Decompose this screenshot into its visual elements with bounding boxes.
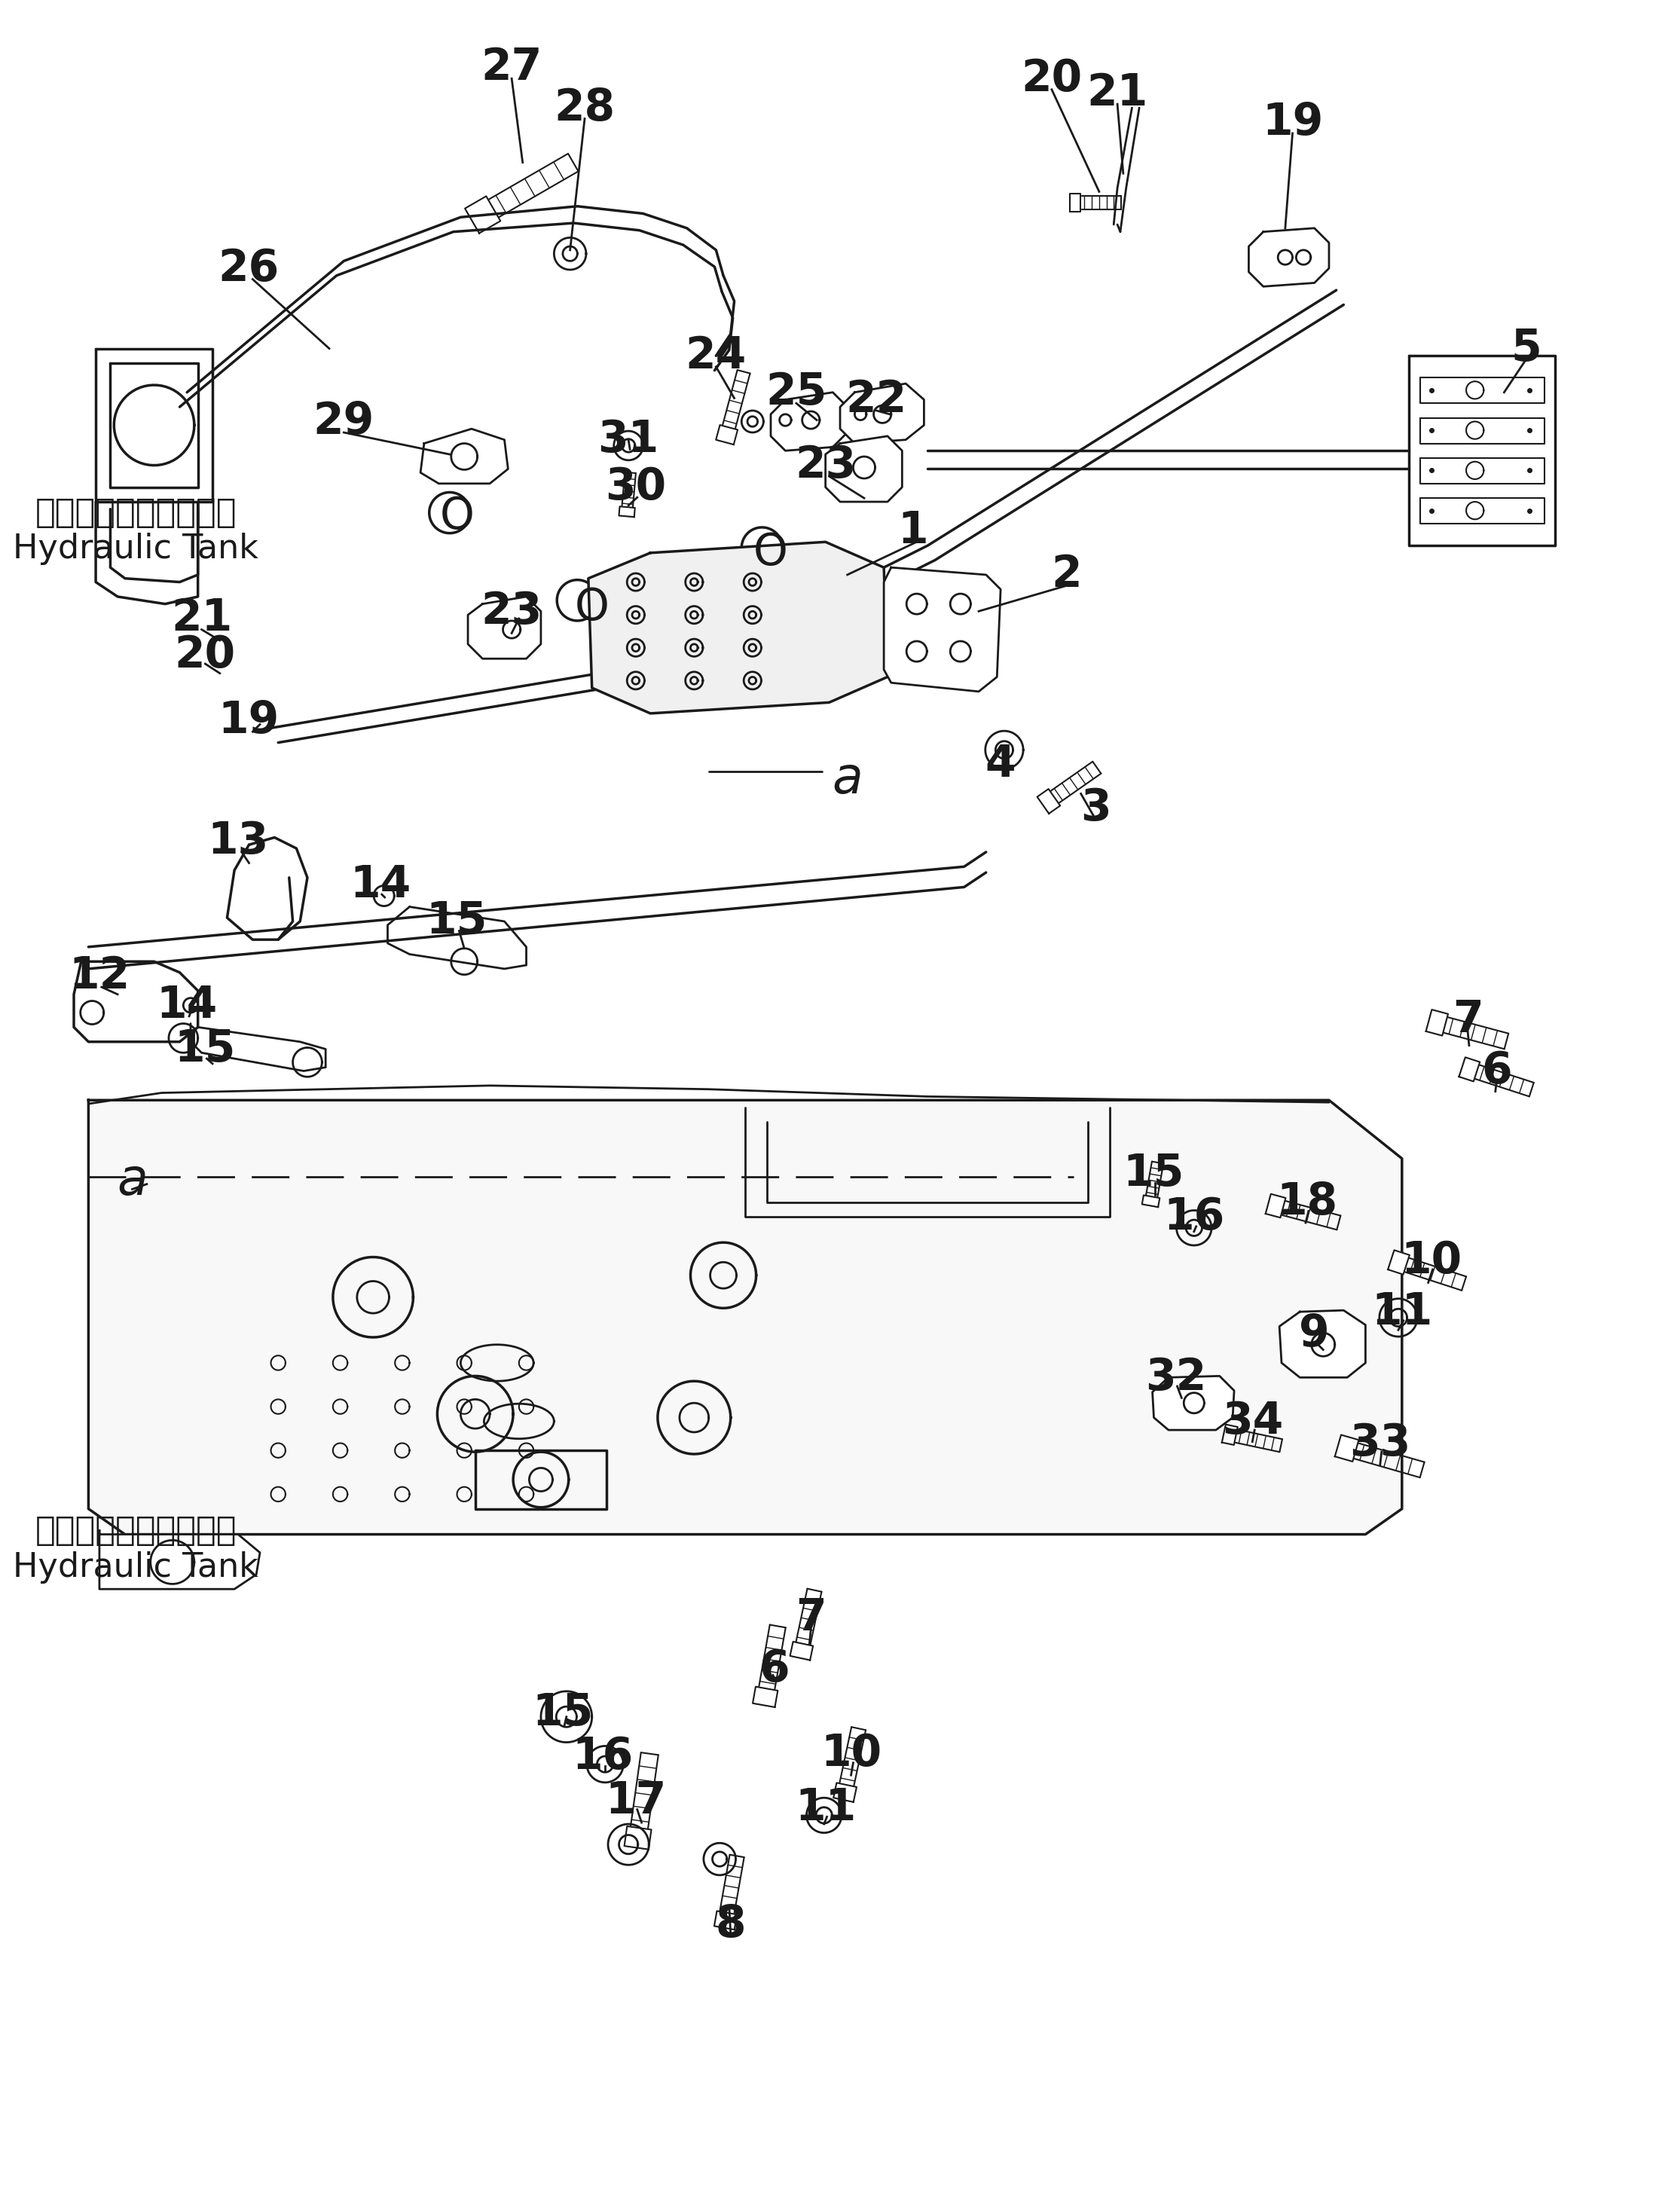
Text: 10: 10 <box>820 1732 881 1774</box>
Text: 22: 22 <box>846 378 907 420</box>
Polygon shape <box>89 1099 1402 1535</box>
Text: 1: 1 <box>898 509 929 553</box>
Text: 3: 3 <box>1079 787 1111 830</box>
Text: 7: 7 <box>795 1597 826 1639</box>
Text: 17: 17 <box>605 1778 666 1823</box>
Text: 20: 20 <box>175 633 236 677</box>
Text: 14: 14 <box>350 863 412 907</box>
Text: 5: 5 <box>1511 327 1541 369</box>
Text: 23: 23 <box>795 445 856 487</box>
Text: 6: 6 <box>759 1648 790 1690</box>
Polygon shape <box>1266 1194 1286 1217</box>
Text: 25: 25 <box>765 372 826 414</box>
Polygon shape <box>468 597 541 659</box>
Text: O: O <box>575 586 610 628</box>
Polygon shape <box>99 1531 260 1588</box>
Text: 20: 20 <box>1022 58 1083 100</box>
Polygon shape <box>1389 1250 1410 1274</box>
Text: 13: 13 <box>207 821 269 863</box>
Text: O: O <box>754 531 788 575</box>
Polygon shape <box>1460 1057 1479 1082</box>
Polygon shape <box>884 568 1000 692</box>
Text: ハイドロリックタンク: ハイドロリックタンク <box>35 1515 236 1546</box>
Text: 30: 30 <box>605 467 666 509</box>
Polygon shape <box>1336 1436 1359 1462</box>
Polygon shape <box>714 1911 737 1929</box>
Polygon shape <box>833 1783 856 1803</box>
Text: O: O <box>440 495 474 538</box>
Polygon shape <box>1427 1009 1448 1035</box>
Text: 31: 31 <box>598 418 660 462</box>
Text: 19: 19 <box>218 699 279 743</box>
Text: 9: 9 <box>1299 1312 1329 1356</box>
Polygon shape <box>1222 1425 1238 1444</box>
Polygon shape <box>1142 1194 1160 1208</box>
Text: 26: 26 <box>218 248 279 290</box>
Text: 27: 27 <box>481 46 542 88</box>
Text: 28: 28 <box>554 86 615 128</box>
Polygon shape <box>1152 1376 1235 1429</box>
Text: 32: 32 <box>1146 1356 1207 1398</box>
Text: 16: 16 <box>1164 1194 1225 1239</box>
Polygon shape <box>618 507 635 518</box>
Text: 19: 19 <box>1261 102 1322 144</box>
Polygon shape <box>625 1827 651 1849</box>
Text: 21: 21 <box>1086 71 1147 115</box>
Polygon shape <box>1279 1310 1365 1378</box>
Text: 18: 18 <box>1276 1181 1337 1223</box>
Text: 11: 11 <box>1372 1290 1433 1334</box>
Text: Hydraulic Tank: Hydraulic Tank <box>13 533 258 566</box>
Polygon shape <box>770 392 848 451</box>
Polygon shape <box>464 197 501 232</box>
Text: 2: 2 <box>1051 553 1081 597</box>
Text: 10: 10 <box>1400 1239 1461 1283</box>
Polygon shape <box>588 542 888 714</box>
Text: 7: 7 <box>1453 998 1483 1042</box>
Text: 16: 16 <box>572 1736 633 1778</box>
Text: a: a <box>831 754 863 803</box>
Text: 6: 6 <box>1481 1048 1512 1093</box>
Text: 12: 12 <box>69 956 131 998</box>
Polygon shape <box>1069 192 1081 212</box>
Polygon shape <box>825 436 903 502</box>
Text: Hydraulic Tank: Hydraulic Tank <box>13 1551 258 1584</box>
Text: 14: 14 <box>157 984 218 1026</box>
Text: ハイドロリックタンク: ハイドロリックタンク <box>35 495 236 529</box>
Polygon shape <box>420 429 507 484</box>
Polygon shape <box>840 383 924 442</box>
Text: 33: 33 <box>1349 1422 1410 1464</box>
Text: 24: 24 <box>686 334 747 378</box>
Text: 8: 8 <box>716 1902 746 1947</box>
Text: 11: 11 <box>795 1787 856 1829</box>
Text: 29: 29 <box>314 400 375 442</box>
Polygon shape <box>752 1688 779 1708</box>
Text: a: a <box>117 1155 147 1206</box>
Polygon shape <box>1248 228 1329 288</box>
Text: 23: 23 <box>481 591 542 633</box>
Polygon shape <box>716 425 737 445</box>
Text: 21: 21 <box>170 597 231 639</box>
Text: 34: 34 <box>1222 1400 1283 1442</box>
Polygon shape <box>790 1641 813 1661</box>
Text: 15: 15 <box>1122 1152 1185 1194</box>
Text: 15: 15 <box>532 1692 593 1734</box>
Text: 15: 15 <box>426 900 488 942</box>
Text: 15: 15 <box>175 1029 236 1071</box>
Polygon shape <box>1036 790 1060 814</box>
Text: 4: 4 <box>985 743 1017 785</box>
